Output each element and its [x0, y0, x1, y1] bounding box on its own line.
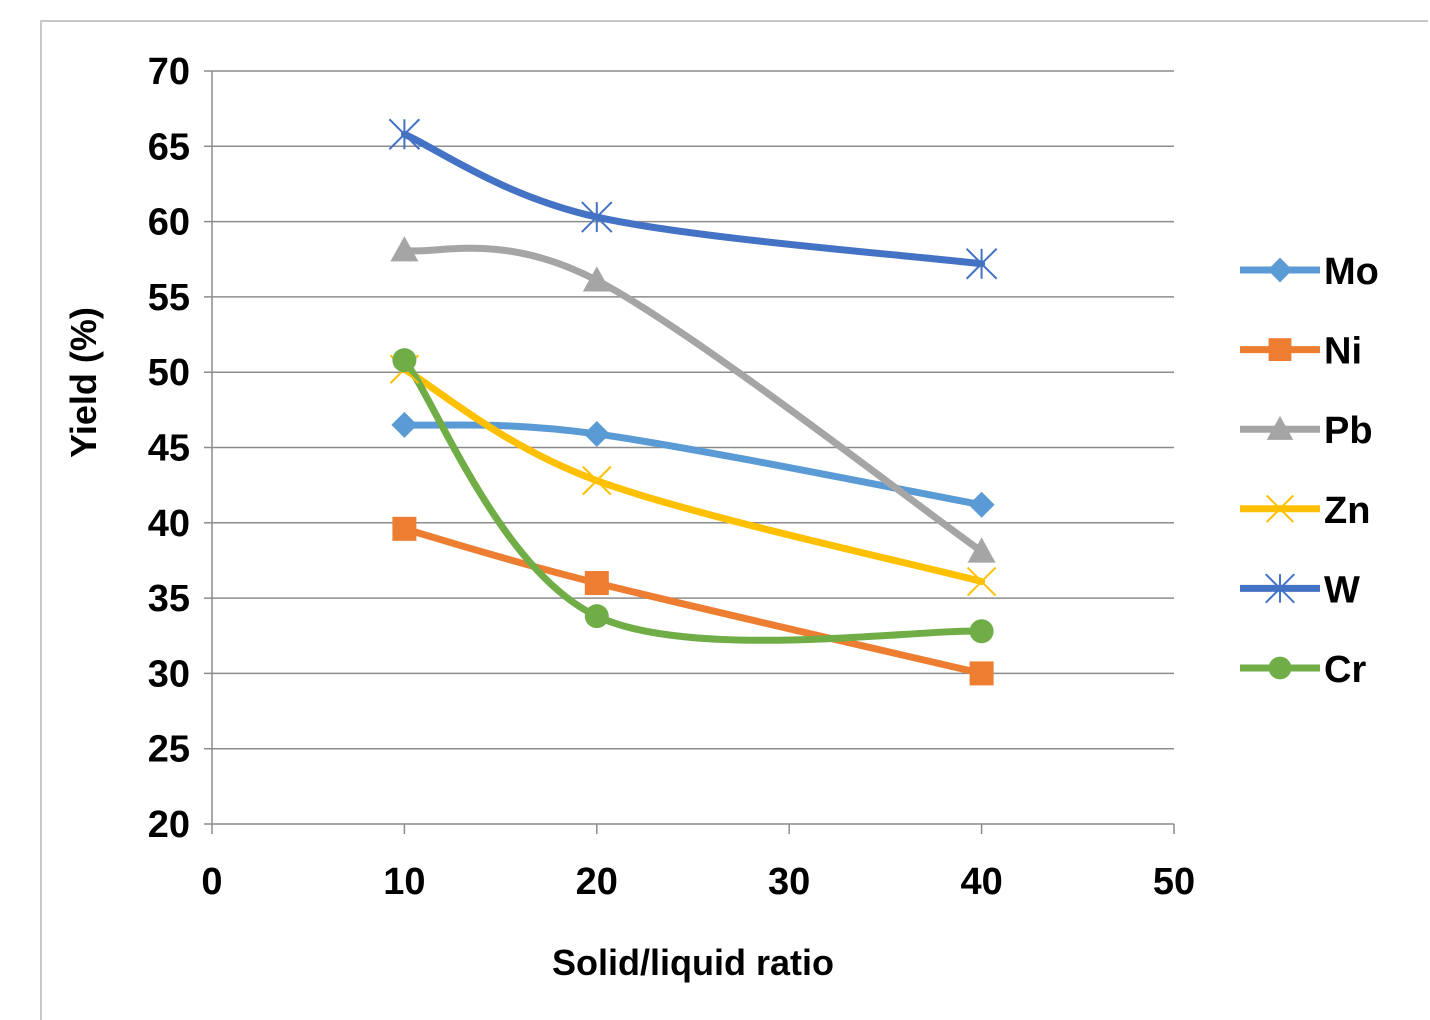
x-tick-label-50: 50 [1153, 861, 1195, 903]
legend-item-ni: Ni [1240, 331, 1362, 373]
series-markers [388, 118, 998, 686]
legend-marker-zn [1265, 494, 1295, 523]
y-tick-label-60: 60 [148, 202, 190, 244]
point-cr-40 [969, 619, 994, 644]
y-tick-label-50: 50 [148, 352, 190, 394]
point-zn-40 [966, 566, 997, 597]
point-ni-20 [584, 571, 609, 596]
legend-item-zn: Zn [1240, 490, 1370, 532]
legend-item-mo: Mo [1240, 251, 1379, 293]
point-mo-10 [391, 411, 418, 438]
legend-label-cr: Cr [1324, 649, 1366, 691]
point-pb-40 [967, 537, 996, 563]
point-cr-10 [392, 348, 417, 373]
y-tick-label-40: 40 [148, 503, 190, 545]
legend-marker-pb [1266, 415, 1294, 440]
point-mo-20 [583, 420, 610, 447]
point-cr-20 [584, 604, 609, 629]
legend-item-w: W [1240, 569, 1360, 611]
axes [204, 70, 1175, 834]
series-lines [400, 130, 986, 677]
chart-frame [40, 20, 1428, 1020]
y-tick-label-55: 55 [148, 277, 190, 319]
series-line-mo [400, 421, 986, 509]
point-pb-20 [582, 266, 611, 292]
series-line-ni [400, 525, 986, 677]
tick-labels: 20 25 30 35 40 45 50 55 60 65 70 0 10 20 30 40 50 [148, 51, 1195, 903]
legend-label-zn: Zn [1324, 490, 1370, 532]
series-line-w [400, 130, 986, 268]
gridlines [212, 70, 1174, 750]
point-w-10 [388, 118, 421, 150]
legend-label-ni: Ni [1324, 331, 1362, 373]
y-tick-label-45: 45 [148, 428, 190, 470]
x-tick-label-0: 0 [201, 861, 222, 903]
y-axis-title: Yield (%) [63, 307, 104, 458]
series-line-pb [400, 244, 986, 555]
point-w-20 [581, 201, 613, 233]
series-line-zn [400, 365, 986, 586]
legend: Mo Ni Pb Zn W Cr [1240, 251, 1379, 691]
legend-label-pb: Pb [1324, 410, 1373, 452]
legend-label-w: W [1324, 569, 1360, 611]
point-w-40 [965, 248, 998, 280]
legend-item-pb: Pb [1240, 410, 1373, 452]
x-tick-label-40: 40 [960, 861, 1002, 903]
y-tick-label-20: 20 [148, 804, 190, 846]
legend-marker-ni [1268, 338, 1292, 361]
x-tick-label-20: 20 [576, 861, 618, 903]
legend-label-mo: Mo [1324, 251, 1379, 293]
y-tick-label-65: 65 [148, 126, 190, 168]
legend-marker-mo [1267, 257, 1293, 283]
y-tick-label-70: 70 [148, 51, 190, 93]
y-tick-label-25: 25 [148, 729, 190, 771]
y-tick-label-35: 35 [148, 578, 190, 620]
legend-marker-w [1265, 573, 1295, 604]
legend-item-cr: Cr [1240, 649, 1366, 691]
x-tick-label-30: 30 [768, 861, 810, 903]
x-tick-label-10: 10 [383, 861, 425, 903]
point-mo-40 [968, 491, 995, 518]
point-ni-10 [392, 516, 417, 541]
point-ni-40 [969, 661, 994, 686]
legend-marker-cr [1268, 656, 1292, 680]
y-tick-label-30: 30 [148, 653, 190, 695]
point-zn-20 [582, 465, 612, 496]
x-axis-title: Solid/liquid ratio [552, 942, 834, 983]
point-pb-10 [390, 236, 419, 262]
